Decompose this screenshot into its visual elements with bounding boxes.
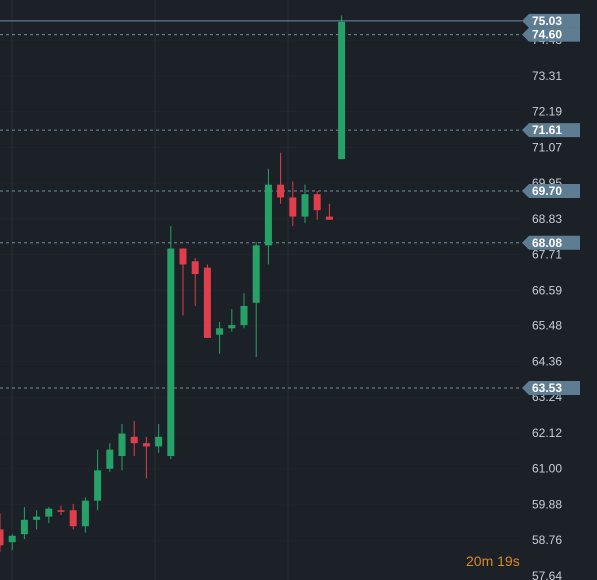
candle-body [289, 197, 297, 217]
candle-body [155, 436, 163, 447]
candle-body [20, 519, 28, 535]
y-tick-label: 73.31 [532, 69, 562, 83]
candles[interactable] [0, 15, 346, 552]
candle[interactable] [191, 258, 199, 306]
candle[interactable] [130, 420, 138, 456]
candle-body [57, 510, 65, 512]
candle-body [216, 328, 224, 335]
price-level-tag [522, 235, 580, 250]
candle[interactable] [338, 15, 346, 160]
candle[interactable] [228, 309, 236, 332]
y-tick-label: 64.36 [532, 354, 562, 368]
y-tick-label: 62.12 [532, 426, 562, 440]
candle[interactable] [81, 497, 89, 533]
y-tick-label: 72.19 [532, 105, 562, 119]
candle-body [264, 184, 272, 246]
y-tick-label: 71.07 [532, 140, 562, 154]
price-level-tag [522, 27, 580, 42]
candle[interactable] [57, 505, 65, 516]
price-level-label: 69.70 [532, 184, 562, 198]
timer-minutes: 20 [466, 553, 482, 569]
price-level-label: 71.61 [532, 123, 562, 137]
candle-body [130, 436, 138, 444]
candle[interactable] [106, 443, 114, 472]
candle[interactable] [118, 424, 126, 471]
y-tick-label: 57.64 [532, 569, 562, 580]
price-axis: 57.6458.7659.8861.0062.1263.2464.3665.48… [532, 33, 562, 580]
price-level-label: 75.03 [532, 14, 562, 28]
candle-body [313, 194, 321, 211]
candle[interactable] [155, 424, 163, 453]
candle[interactable] [69, 503, 77, 530]
grid-lines [11, 0, 289, 580]
price-level-tag [522, 123, 580, 138]
y-tick-label: 61.00 [532, 462, 562, 476]
candle-body [301, 194, 309, 217]
candle-body [8, 535, 16, 543]
candle-body [94, 470, 102, 501]
price-level-tag [522, 184, 580, 199]
candle-body [81, 500, 89, 527]
candle-body [203, 267, 211, 338]
price-level-tag [522, 13, 580, 28]
candle-body [277, 184, 285, 198]
candle-body [338, 21, 346, 160]
candle[interactable] [167, 226, 175, 460]
candle-countdown: 20m 19s [466, 553, 520, 569]
price-level-lines [0, 20, 522, 389]
candle[interactable] [289, 181, 297, 227]
candle-body [33, 516, 41, 520]
candle[interactable] [33, 510, 41, 530]
candle[interactable] [264, 168, 272, 265]
candle[interactable] [142, 436, 150, 479]
candle-body [191, 261, 199, 275]
candle-body [118, 433, 126, 456]
y-tick-label: 67.71 [532, 248, 562, 262]
candle-body [252, 245, 260, 303]
price-level-label: 63.53 [532, 381, 562, 395]
candle[interactable] [8, 534, 16, 551]
candle[interactable] [0, 513, 4, 552]
candle-body [106, 449, 114, 469]
y-tick-label: 59.88 [532, 497, 562, 511]
candle-body [45, 508, 53, 517]
price-level-tag [522, 380, 580, 395]
candle[interactable] [203, 264, 211, 338]
candle[interactable] [252, 242, 260, 358]
candle-body [167, 248, 175, 456]
candle[interactable] [325, 203, 333, 220]
candle[interactable] [301, 184, 309, 223]
price-level-label: 68.08 [532, 236, 562, 250]
candle-body [228, 325, 236, 329]
candle[interactable] [179, 248, 187, 316]
timer-seconds: 19 [497, 553, 513, 569]
candle[interactable] [216, 321, 224, 354]
candle-body [0, 529, 4, 546]
y-tick-label: 66.59 [532, 283, 562, 297]
candle[interactable] [45, 507, 53, 524]
candle[interactable] [313, 191, 321, 220]
candle[interactable] [277, 152, 285, 204]
candle[interactable] [20, 507, 28, 539]
candle[interactable] [240, 293, 248, 329]
candle[interactable] [94, 449, 102, 511]
y-tick-label: 68.83 [532, 212, 562, 226]
candle-body [240, 305, 248, 326]
candle-body [69, 510, 77, 527]
candle-body [142, 443, 150, 447]
timer-seconds-unit: s [512, 553, 520, 569]
candle-body [325, 216, 333, 220]
candle-body [179, 248, 187, 265]
timer-minutes-unit: m [481, 553, 494, 569]
price-level-label: 74.60 [532, 28, 562, 42]
y-tick-label: 65.48 [532, 319, 562, 333]
y-tick-label: 58.76 [532, 533, 562, 547]
